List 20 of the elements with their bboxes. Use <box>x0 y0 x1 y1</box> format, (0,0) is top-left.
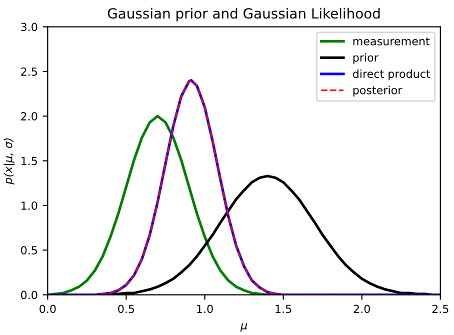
x-axis-title: μ <box>240 323 248 332</box>
y-tick-label: 0.5 <box>21 246 37 255</box>
legend-label: prior <box>353 53 378 64</box>
y-tick-label: 2.5 <box>21 67 37 76</box>
y-tick-label: 3.0 <box>21 22 38 32</box>
legend-label: direct product <box>352 69 430 80</box>
legend-label: measurement <box>353 37 430 46</box>
y-tick-label: 2.0 <box>21 112 38 121</box>
chart-title: Gaussian prior and Gaussian Likelihood <box>108 8 380 22</box>
x-tick-label: 1.0 <box>197 304 213 314</box>
x-tick-label: 1.5 <box>276 304 292 314</box>
x-tick-label: 0.0 <box>40 304 56 314</box>
legend-label: posterior <box>353 86 402 96</box>
y-tick-label: 1.5 <box>22 156 37 166</box>
x-tick-label: 2.0 <box>354 304 370 314</box>
y-tick-label: 0.0 <box>21 290 38 300</box>
x-tick-label: 0.5 <box>118 304 134 314</box>
x-tick-label: 2.5 <box>432 304 448 314</box>
y-axis-title: p(x|μ, σ) <box>4 138 15 184</box>
y-tick-label: 1.0 <box>22 201 38 210</box>
